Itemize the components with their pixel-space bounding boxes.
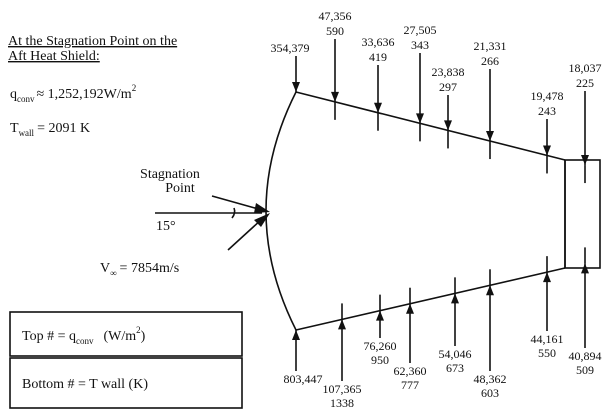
heat-flux-label: 803,447 (284, 372, 323, 386)
heat-flux-label: 44,161 (531, 332, 564, 346)
heat-flux-label: 27,505 (404, 23, 437, 37)
value: = 2091 K (37, 121, 90, 136)
velocity: V∞ = 7854m/s (100, 261, 179, 278)
heat-flux-label: 40,894 (569, 349, 602, 363)
temperature-label: 777 (401, 378, 419, 392)
temperature-label: 509 (576, 363, 594, 377)
arrowhead (486, 285, 494, 296)
temperature-label: 550 (538, 346, 556, 360)
arrowhead (543, 145, 551, 156)
arrowhead (374, 102, 382, 113)
stagnation-label: Stagnation (140, 167, 200, 182)
body-edge (295, 91, 566, 161)
unit: (W/m (103, 329, 136, 344)
header-line: Aft Heat Shield: (8, 49, 100, 64)
temperature-label: 590 (326, 24, 344, 38)
temperature-label: 419 (369, 50, 387, 64)
angle-arc (231, 207, 236, 219)
subscript: wall (19, 128, 35, 138)
heat-flux-label: 54,046 (439, 347, 472, 361)
aft-body (564, 159, 601, 269)
arrowhead (338, 319, 346, 330)
symbol: q (10, 87, 17, 102)
stagnation-label: Point (165, 181, 195, 196)
stagnation-arrow (211, 195, 263, 211)
legend-top: Top # = qconv (W/m2) (22, 325, 146, 346)
arrowhead (331, 91, 339, 102)
heat-shield (265, 91, 297, 331)
temperature-label: 603 (481, 386, 499, 400)
superscript: 2 (132, 83, 137, 93)
arrowhead (444, 120, 452, 131)
heat-flux-label: 21,331 (474, 39, 507, 53)
value: = 7854m/s (120, 261, 180, 276)
arrowhead (451, 293, 459, 304)
legend-box (9, 311, 243, 357)
arrowhead (581, 155, 589, 166)
temperature-label: 1338 (330, 396, 354, 410)
symbol: T (10, 121, 19, 136)
temperature-label: 225 (576, 76, 594, 90)
heat-flux-label: 76,260 (364, 339, 397, 353)
heat-flux-label: 19,478 (531, 89, 564, 103)
heat-flux-label: 23,838 (432, 65, 465, 79)
velocity-arrow (227, 218, 263, 251)
legend-bottom: Bottom # = T wall (K) (22, 377, 148, 392)
arrowhead (292, 82, 300, 92)
arrowhead (543, 272, 551, 283)
arrowhead (581, 263, 589, 274)
twall: Twall = 2091 K (10, 121, 90, 138)
temperature-label: 297 (439, 80, 457, 94)
arrowhead (292, 330, 300, 340)
value: ≈ 1,252,192W/m (37, 87, 132, 102)
temperature-label: 950 (371, 353, 389, 367)
superscript: 2 (136, 325, 141, 335)
header-line: At the Stagnation Point on the (8, 34, 177, 49)
heat-flux-label: 47,356 (319, 9, 352, 23)
heat-flux-label: 62,360 (394, 364, 427, 378)
arrowhead (486, 131, 494, 142)
arrowhead (254, 203, 270, 213)
temperature-label: 343 (411, 38, 429, 52)
qconv: qconv ≈ 1,252,192W/m2 (10, 83, 136, 104)
text: Top # = q (22, 329, 76, 344)
close: ) (141, 329, 146, 344)
arrowhead (416, 113, 424, 124)
subscript: ∞ (110, 268, 116, 278)
legend-box (9, 357, 243, 409)
heat-flux-label: 18,037 (569, 61, 602, 75)
temperature-label: 266 (481, 54, 499, 68)
subscript: conv (76, 336, 94, 346)
heat-flux-label: 107,365 (323, 382, 362, 396)
symbol: V (100, 261, 110, 276)
temperature-label: 673 (446, 361, 464, 375)
body-edge (295, 267, 566, 331)
heat-flux-label: 48,362 (474, 372, 507, 386)
heat-flux-label: 354,379 (271, 41, 310, 55)
subscript: conv (17, 94, 35, 104)
angle-label: 15° (156, 219, 176, 234)
temperature-label: 243 (538, 104, 556, 118)
arrowhead (376, 310, 384, 321)
arrowhead (406, 303, 414, 314)
heat-flux-label: 33,636 (362, 35, 395, 49)
